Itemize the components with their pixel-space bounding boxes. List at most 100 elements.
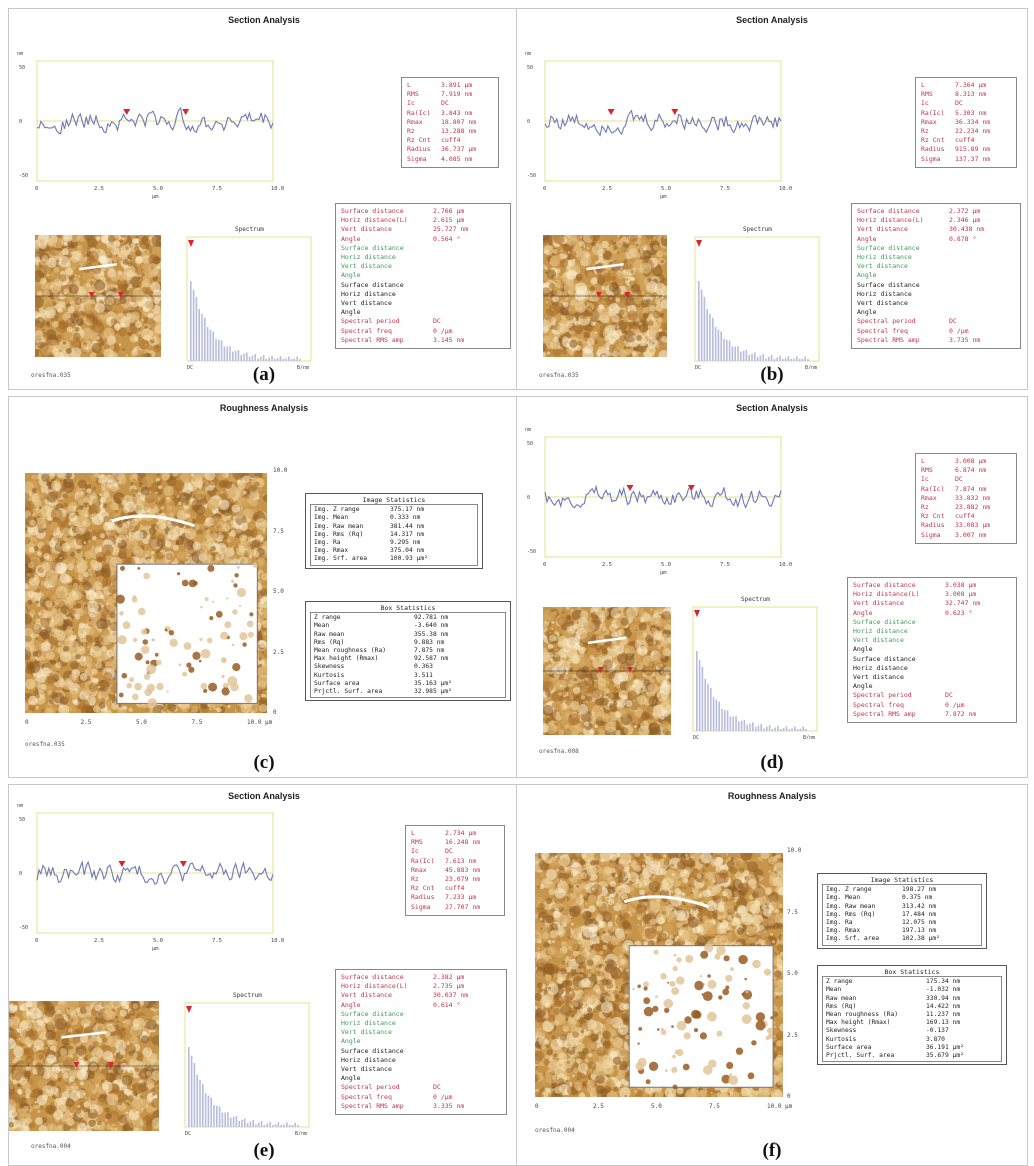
stat-key: Img. Rmax xyxy=(314,547,390,555)
spectrum-bar xyxy=(196,297,198,361)
spectrum-tick: DC xyxy=(693,735,699,739)
measure-key: Surface distance xyxy=(341,244,433,253)
stat-value: 92.781 nm xyxy=(414,614,502,622)
measure-row: Horiz distance xyxy=(341,1056,501,1065)
spectrum-bar xyxy=(802,359,804,361)
measure-value xyxy=(433,1037,501,1046)
measure-value: 0.614 ° xyxy=(433,1001,501,1010)
measure-value: 0 /µm xyxy=(949,327,1015,336)
stat-row: Mean roughness (Ra)7.875 nm xyxy=(314,647,502,655)
spectrum-bar xyxy=(238,1121,240,1127)
x-tick-label: 5.0 xyxy=(661,562,671,568)
measure-key: Spectral freq xyxy=(853,701,945,710)
measure-key: Horiz distance xyxy=(341,1056,433,1065)
measure-key: Angle xyxy=(341,235,433,244)
stat-key: Rmax xyxy=(407,118,441,127)
measure-value xyxy=(433,253,505,262)
stat-value: 33.832 nm xyxy=(955,494,1011,503)
stat-key: Img. Z range xyxy=(826,886,902,894)
spectrum-bar xyxy=(758,726,760,731)
x-tick-label: 7.5 xyxy=(709,1103,720,1110)
measure-key: Spectral freq xyxy=(341,1093,433,1102)
y-unit-label: nm xyxy=(17,803,23,809)
stat-key: Rz xyxy=(411,875,445,884)
measure-row: Surface distance xyxy=(341,1010,501,1019)
stat-key: RMS xyxy=(921,466,955,475)
stat-key: Surface area xyxy=(314,680,414,688)
measure-row: Horiz distance xyxy=(341,253,505,262)
stat-value: 169.13 nm xyxy=(926,1019,998,1027)
stat-value: 0.363 xyxy=(414,663,502,671)
spectrum-bar xyxy=(224,347,226,361)
stat-key: L xyxy=(411,829,445,838)
spectrum-bar xyxy=(699,660,701,731)
spectrum-bar xyxy=(776,358,778,361)
filename: oresfna.004 xyxy=(535,1127,575,1134)
spectrum-bar xyxy=(232,352,234,361)
spectrum-bar xyxy=(786,726,788,731)
stat-key: Radius xyxy=(921,521,955,530)
stat-value: 33.083 µm xyxy=(955,521,1011,530)
stat-key: Rz xyxy=(407,127,441,136)
spectrum-bar xyxy=(760,724,762,731)
stat-value: 381.44 nm xyxy=(390,523,474,531)
stat-value: 3.843 nm xyxy=(441,109,493,118)
measure-value: 0.878 ° xyxy=(949,235,1015,244)
stat-key: Rmax xyxy=(921,494,955,503)
y-tick-label: 50 xyxy=(527,441,533,447)
measure-value xyxy=(433,1010,501,1019)
stat-row: Mean-3.640 nm xyxy=(314,622,502,630)
spectrum-bar xyxy=(737,346,739,361)
measure-row: Angle xyxy=(341,1037,501,1046)
measure-row: Surface distance xyxy=(857,244,1015,253)
spectrum-bar xyxy=(797,729,799,731)
y-tick-label: 7.5 xyxy=(787,909,798,916)
measure-row: Vert distance xyxy=(341,262,505,271)
spectrum-bar xyxy=(749,724,751,731)
measure-value xyxy=(433,1047,501,1056)
stat-value: 14.422 nm xyxy=(926,1003,998,1011)
spectrum-bar xyxy=(219,1106,221,1127)
spectrum-bar xyxy=(721,709,723,731)
spectrum-bar xyxy=(746,725,748,731)
measure-key: Angle xyxy=(857,235,949,244)
x-tick-label: 2.5 xyxy=(593,1103,604,1110)
stat-value: 175.34 nm xyxy=(926,978,998,986)
spectrum-bar xyxy=(729,340,731,361)
stat-key: RMS xyxy=(921,90,955,99)
x-tick-label: 10.0 µm xyxy=(247,719,272,726)
measure-value: 3.735 nm xyxy=(949,336,1015,345)
measure-value xyxy=(945,627,1011,636)
stat-key: Ic xyxy=(411,847,445,856)
measure-value xyxy=(949,299,1015,308)
spectrum-bar xyxy=(286,1122,288,1127)
spectrum-bar xyxy=(299,359,301,361)
spectrum-bar xyxy=(720,331,722,361)
measure-row: Horiz distance(L)2.735 µm xyxy=(341,982,501,991)
spectrum-bar xyxy=(757,357,759,361)
measure-value: DC xyxy=(433,317,505,326)
measure-value: 0 /µm xyxy=(433,327,505,336)
stat-value: 14.317 nm xyxy=(390,531,474,539)
spectrum-bar xyxy=(240,355,242,361)
spectrum-bar xyxy=(730,717,732,731)
measure-key: Surface distance xyxy=(857,281,949,290)
stat-value: 375.17 nm xyxy=(390,506,474,514)
measure-value: 0.564 ° xyxy=(433,235,505,244)
stat-key: Img. Rms (Rq) xyxy=(314,531,390,539)
